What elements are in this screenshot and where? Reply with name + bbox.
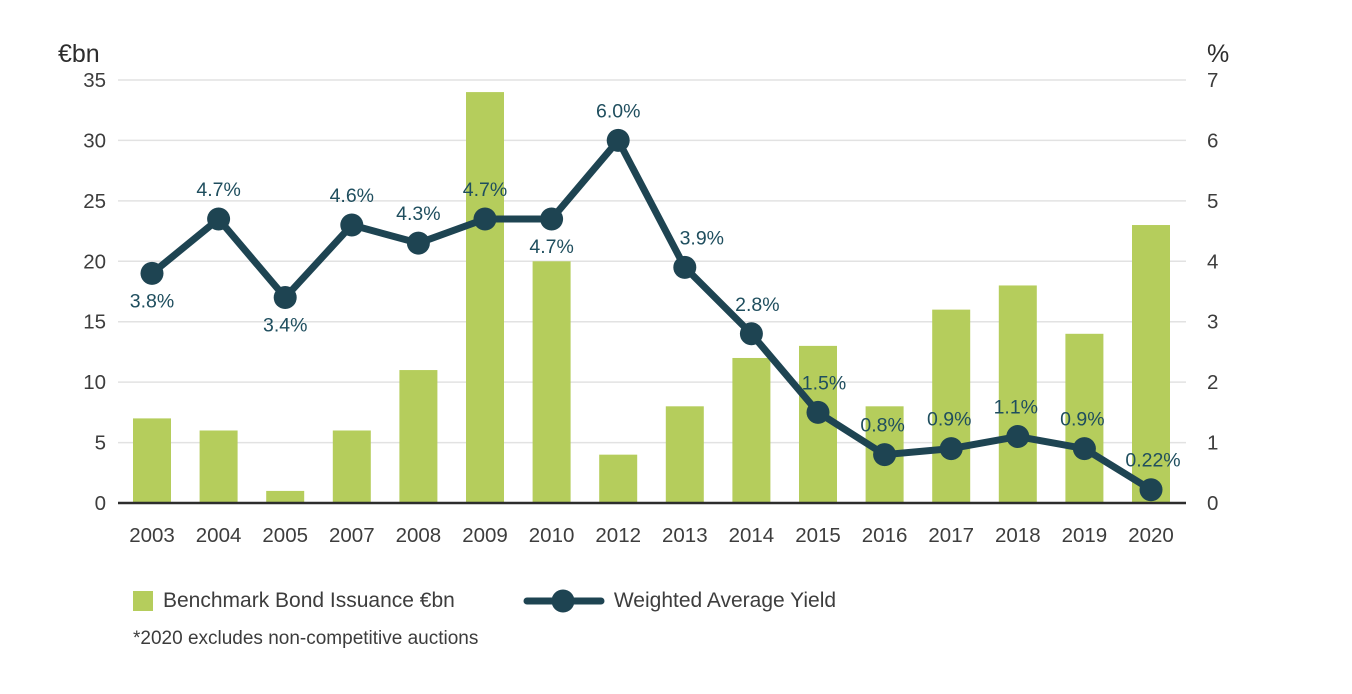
year-label-2004: 2004	[196, 524, 242, 547]
yield-marker-2012	[606, 128, 630, 152]
bar-2013	[665, 406, 704, 503]
yield-value-label-2018: 1.1%	[994, 397, 1038, 419]
yield-value-label-2010: 4.7%	[529, 236, 573, 258]
bar-2017	[932, 309, 971, 503]
yield-marker-2004	[207, 207, 231, 231]
year-label-2016: 2016	[862, 524, 908, 547]
bar-2010	[532, 261, 571, 503]
left-axis-tick-label: 5	[95, 432, 106, 455]
left-axis-tick-label: 15	[83, 311, 106, 334]
year-label-2017: 2017	[928, 524, 974, 547]
yield-value-label-2008: 4.3%	[396, 203, 440, 225]
year-label-2010: 2010	[529, 524, 575, 547]
yield-value-label-2004: 4.7%	[196, 179, 240, 201]
right-axis-tick-label: 3	[1207, 311, 1218, 334]
yield-value-label-2009: 4.7%	[463, 179, 507, 201]
year-label-2015: 2015	[795, 524, 841, 547]
right-axis-unit-label: %	[1207, 40, 1230, 68]
year-label-2013: 2013	[662, 524, 708, 547]
legend: Benchmark Bond Issuance €bn Weighted Ave…	[133, 588, 836, 614]
bar-2008	[399, 370, 438, 503]
bar-2004	[199, 430, 238, 503]
right-axis-tick-label: 0	[1207, 492, 1218, 515]
yield-marker-2005	[273, 286, 297, 310]
left-axis-tick-label: 25	[83, 190, 106, 213]
yield-value-label-2014: 2.8%	[735, 294, 779, 316]
yield-marker-2013	[673, 255, 697, 279]
yield-marker-2008	[406, 231, 430, 255]
right-axis-tick-label: 2	[1207, 371, 1218, 394]
right-axis-tick-label: 7	[1207, 69, 1218, 92]
yield-value-label-2017: 0.9%	[927, 409, 971, 431]
yield-marker-2020	[1139, 478, 1163, 502]
bar-series-swatch-icon	[133, 591, 153, 611]
right-axis-tick-label: 5	[1207, 190, 1218, 213]
bar-2003	[133, 418, 171, 503]
year-label-2014: 2014	[729, 524, 775, 547]
bar-2007	[332, 430, 371, 503]
year-label-2019: 2019	[1062, 524, 1108, 547]
bar-2020	[1132, 225, 1170, 503]
yield-value-label-2019: 0.9%	[1060, 409, 1104, 431]
yield-value-label-2016: 0.8%	[860, 415, 904, 437]
left-axis-tick-label: 10	[83, 371, 106, 394]
yield-marker-2014	[739, 322, 763, 346]
left-axis-tick-label: 20	[83, 250, 106, 273]
left-axis-unit-label: €bn	[58, 40, 100, 68]
yield-marker-2018	[1006, 425, 1030, 449]
year-label-2012: 2012	[595, 524, 641, 547]
left-axis-tick-label: 35	[83, 69, 106, 92]
bar-2012	[599, 454, 638, 503]
right-axis-tick-label: 6	[1207, 129, 1218, 152]
yield-marker-2003	[140, 261, 164, 285]
year-label-2009: 2009	[462, 524, 508, 547]
yield-value-label-2003: 3.8%	[130, 290, 174, 312]
bar-2005	[266, 490, 305, 503]
left-axis-tick-label: 30	[83, 129, 106, 152]
bar-2018	[998, 285, 1037, 503]
yield-marker-2015	[806, 400, 830, 424]
year-label-2007: 2007	[329, 524, 375, 547]
line-series-symbol-icon	[523, 589, 605, 613]
yield-value-label-2015: 1.5%	[802, 372, 846, 394]
yield-value-label-2005: 3.4%	[263, 315, 307, 337]
yield-marker-2019	[1072, 437, 1096, 461]
yield-marker-2017	[939, 437, 963, 461]
right-axis-tick-label: 1	[1207, 432, 1218, 455]
year-label-2003: 2003	[129, 524, 175, 547]
line-series-legend-label: Weighted Average Yield	[613, 589, 837, 612]
bar-series-legend-label: Benchmark Bond Issuance €bn	[163, 589, 455, 612]
footnote: *2020 excludes non-competitive auctions	[133, 628, 479, 649]
right-axis-tick-label: 4	[1207, 250, 1218, 273]
yield-value-label-2013: 3.9%	[680, 227, 724, 249]
year-label-2020: 2020	[1128, 524, 1174, 547]
bar-2009	[466, 92, 504, 503]
year-label-2018: 2018	[995, 524, 1041, 547]
left-axis-tick-label: 0	[95, 492, 106, 515]
yield-marker-2016	[873, 443, 897, 467]
yield-marker-2010	[540, 207, 564, 231]
bar-2014	[732, 357, 771, 503]
yield-marker-2009	[473, 207, 497, 231]
yield-line	[148, 136, 1155, 494]
year-label-2008: 2008	[396, 524, 442, 547]
yield-value-label-2012: 6.0%	[596, 100, 640, 122]
yield-marker-2007	[340, 213, 364, 237]
year-label-2005: 2005	[262, 524, 308, 547]
bar-2019	[1065, 333, 1104, 503]
yield-value-label-2007: 4.6%	[330, 185, 374, 207]
yield-value-label-2020: 0.22%	[1125, 450, 1180, 472]
